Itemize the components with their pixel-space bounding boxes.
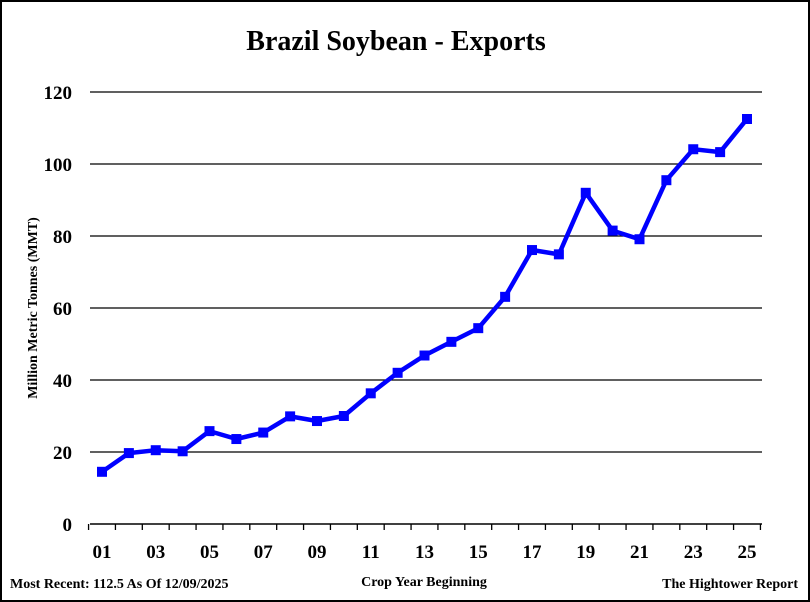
data-point-22 [661, 175, 672, 186]
data-point-04 [177, 446, 188, 457]
source-credit: The Hightower Report [662, 577, 798, 592]
data-point-09 [312, 416, 322, 427]
x-tick-label: 11 [362, 542, 380, 563]
x-tick-label: 09 [308, 542, 327, 563]
axes [87, 523, 762, 530]
x-axis-label: Crop Year Beginning [361, 575, 487, 590]
x-tick-label: 15 [469, 542, 488, 563]
data-point-25 [742, 114, 752, 124]
data-point-15 [473, 323, 484, 334]
data-point-01 [97, 466, 107, 477]
x-tick-label: 19 [576, 542, 595, 563]
x-tick-label: 25 [738, 542, 757, 563]
x-tick-label: 01 [93, 542, 112, 563]
y-tick-label: 120 [44, 83, 73, 104]
y-tick-label: 60 [53, 299, 72, 320]
data-point-08 [285, 411, 296, 422]
data-point-11 [365, 388, 376, 399]
data-point-20 [607, 225, 618, 236]
data-point-06 [231, 434, 242, 445]
data-point-12 [392, 367, 403, 378]
series-layer [97, 114, 752, 477]
x-tick-labels: 01 03 05 07 09 11 13 15 17 19 21 23 25 [93, 542, 757, 563]
data-point-18 [553, 249, 564, 260]
x-tick-label: 17 [523, 542, 543, 563]
x-tick-label: 13 [415, 542, 434, 563]
data-point-07 [258, 427, 269, 438]
x-tick-label: 21 [630, 542, 649, 563]
chart-title: Brazil Soybean - Exports [246, 26, 546, 57]
grid [90, 91, 762, 453]
data-point-21 [634, 234, 645, 245]
x-tick-label: 03 [146, 542, 165, 563]
data-point-13 [419, 350, 430, 361]
data-point-14 [446, 336, 457, 347]
data-point-05 [204, 426, 215, 437]
x-tick-label: 05 [200, 542, 219, 563]
most-recent-note: Most Recent: 112.5 As Of 12/09/2025 [10, 577, 229, 592]
data-point-23 [688, 144, 699, 155]
data-point-17 [527, 245, 537, 256]
y-tick-label: 40 [53, 371, 72, 392]
data-point-03 [150, 445, 161, 456]
data-point-19 [580, 187, 591, 198]
x-tick-label: 23 [684, 542, 703, 563]
data-point-16 [500, 291, 511, 302]
data-point-10 [338, 411, 349, 421]
x-tick-label: 07 [254, 542, 274, 563]
y-tick-label: 0 [63, 515, 73, 536]
y-tick-label: 80 [53, 227, 72, 248]
data-point-02 [123, 448, 134, 459]
y-axis-label: Million Metric Tonnes (MMT) [26, 217, 41, 399]
y-tick-label: 20 [53, 443, 72, 464]
y-tick-label: 100 [44, 155, 73, 176]
y-tick-labels: 0 20 40 60 80 100 120 [44, 83, 73, 536]
series-line [100, 117, 749, 474]
data-point-24 [715, 147, 726, 158]
